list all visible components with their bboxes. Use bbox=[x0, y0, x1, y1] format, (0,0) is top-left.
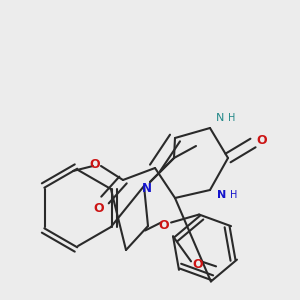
Text: N: N bbox=[142, 182, 152, 194]
Text: O: O bbox=[193, 258, 203, 271]
Text: O: O bbox=[90, 158, 100, 170]
Text: N: N bbox=[218, 190, 226, 200]
Text: H: H bbox=[230, 190, 238, 200]
Text: H: H bbox=[228, 113, 236, 123]
Text: N: N bbox=[216, 113, 224, 123]
Text: O: O bbox=[159, 219, 170, 232]
Text: O: O bbox=[257, 134, 267, 148]
Text: O: O bbox=[94, 202, 104, 214]
